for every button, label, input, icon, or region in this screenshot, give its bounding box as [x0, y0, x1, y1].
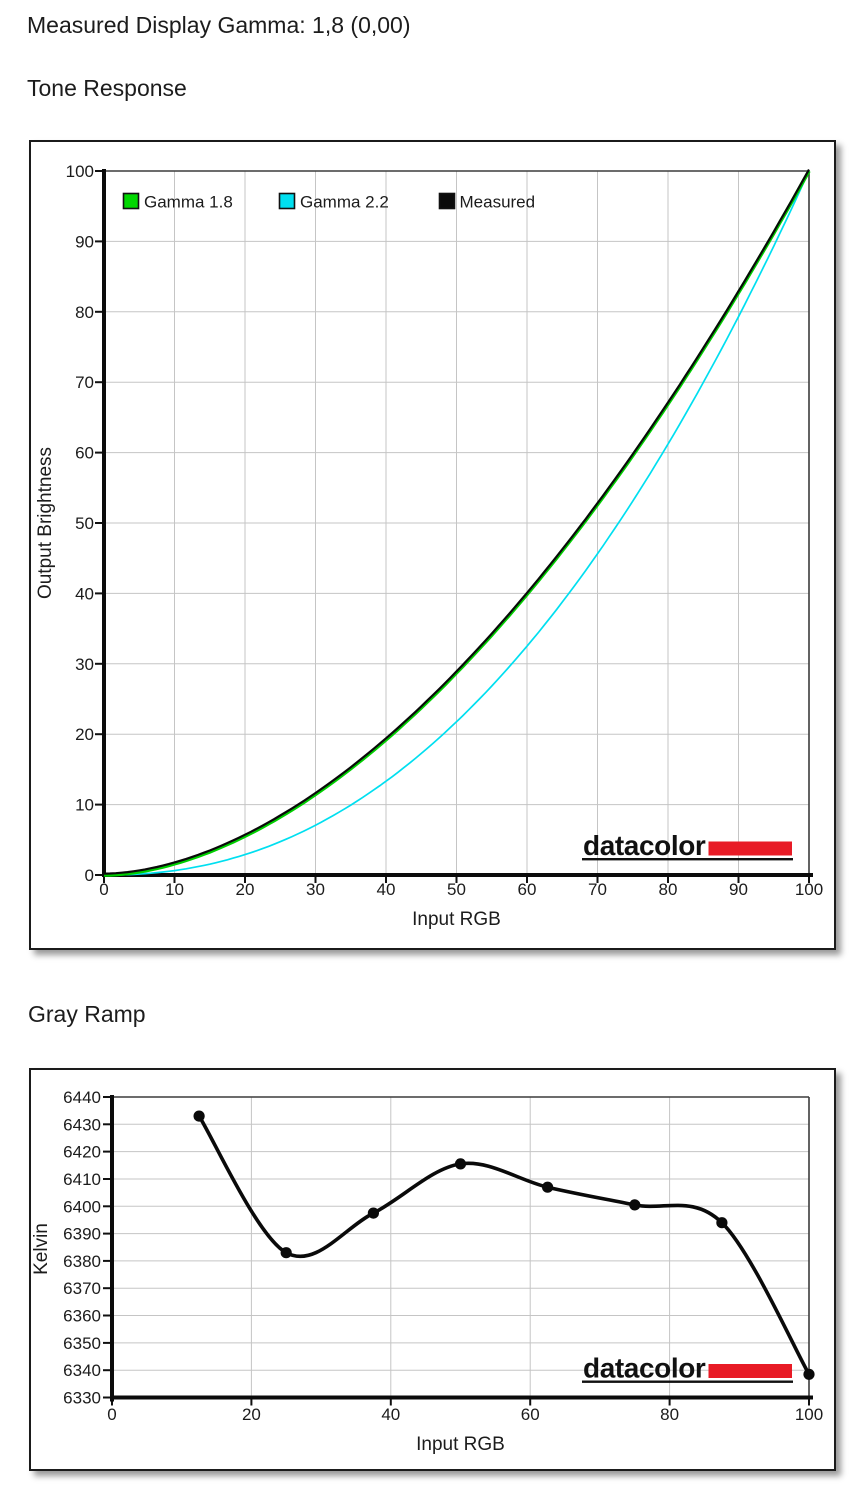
svg-text:70: 70	[75, 373, 94, 392]
svg-text:70: 70	[588, 880, 607, 899]
svg-text:40: 40	[377, 880, 396, 899]
svg-text:30: 30	[75, 655, 94, 674]
svg-text:Input RGB: Input RGB	[416, 1434, 505, 1455]
svg-text:6330: 6330	[63, 1389, 101, 1408]
svg-text:6380: 6380	[63, 1252, 101, 1271]
svg-text:50: 50	[447, 880, 466, 899]
svg-text:Gamma 2.2: Gamma 2.2	[300, 193, 389, 212]
svg-text:20: 20	[75, 725, 94, 744]
svg-text:0: 0	[107, 1405, 116, 1424]
svg-text:6400: 6400	[63, 1197, 101, 1216]
svg-text:90: 90	[75, 232, 94, 251]
svg-text:20: 20	[236, 880, 255, 899]
svg-text:0: 0	[99, 880, 108, 899]
svg-text:80: 80	[659, 880, 678, 899]
svg-text:100: 100	[795, 880, 823, 899]
svg-text:6370: 6370	[63, 1279, 101, 1298]
svg-text:90: 90	[729, 880, 748, 899]
svg-text:Kelvin: Kelvin	[31, 1223, 52, 1275]
svg-text:10: 10	[75, 796, 94, 815]
svg-text:40: 40	[381, 1405, 400, 1424]
svg-text:60: 60	[521, 1405, 540, 1424]
svg-text:30: 30	[306, 880, 325, 899]
svg-text:6350: 6350	[63, 1334, 101, 1353]
svg-text:Input RGB: Input RGB	[412, 909, 501, 930]
svg-text:10: 10	[165, 880, 184, 899]
svg-text:Output Brightness: Output Brightness	[35, 447, 56, 599]
svg-text:80: 80	[660, 1405, 679, 1424]
svg-text:6440: 6440	[63, 1088, 101, 1107]
svg-text:6420: 6420	[63, 1143, 101, 1162]
svg-text:6340: 6340	[63, 1361, 101, 1380]
svg-text:60: 60	[75, 444, 94, 463]
svg-text:Gamma 1.8: Gamma 1.8	[144, 193, 233, 212]
svg-text:6360: 6360	[63, 1307, 101, 1326]
svg-text:Measured: Measured	[460, 193, 536, 212]
svg-text:datacolor: datacolor	[583, 1353, 706, 1384]
svg-text:6410: 6410	[63, 1170, 101, 1189]
svg-text:100: 100	[66, 162, 94, 181]
svg-text:60: 60	[518, 880, 537, 899]
svg-text:0: 0	[85, 866, 94, 885]
svg-text:100: 100	[795, 1405, 823, 1424]
svg-text:6390: 6390	[63, 1225, 101, 1244]
svg-text:80: 80	[75, 303, 94, 322]
svg-text:6430: 6430	[63, 1115, 101, 1134]
svg-text:50: 50	[75, 514, 94, 533]
svg-text:datacolor: datacolor	[583, 830, 706, 861]
svg-text:40: 40	[75, 584, 94, 603]
svg-text:20: 20	[242, 1405, 261, 1424]
